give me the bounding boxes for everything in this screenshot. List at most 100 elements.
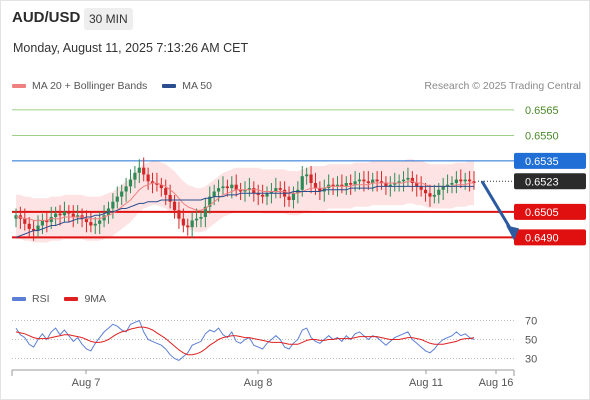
candle-body: [32, 228, 36, 231]
candle-body: [401, 179, 406, 182]
rsi-label: RSI: [32, 293, 50, 305]
candle-body: [115, 196, 119, 202]
candle-body: [344, 183, 348, 187]
candle-body: [269, 191, 274, 194]
candle-body: [23, 218, 27, 224]
rsi-legend: RSI 9MA: [12, 293, 118, 305]
candle-body: [58, 213, 62, 216]
candle-body: [177, 210, 181, 219]
candle-body: [49, 217, 53, 223]
candle-body: [27, 223, 31, 229]
candle-body: [397, 181, 401, 183]
candle-body: [45, 220, 49, 223]
candle-body: [67, 211, 71, 214]
candle-body: [340, 184, 344, 187]
candle-body: [111, 201, 115, 209]
candle-body: [379, 181, 384, 183]
candle-body: [84, 218, 89, 223]
candle-body: [256, 193, 260, 195]
candle-body: [137, 167, 141, 173]
candle-body: [454, 179, 458, 183]
candle-body: [388, 184, 392, 187]
candle-body: [62, 211, 67, 216]
legend-rsi: RSI: [12, 293, 50, 305]
rsi-ma-swatch: [64, 297, 79, 302]
candle-body: [445, 184, 450, 187]
level-label-0.6505: 0.6505: [525, 207, 559, 219]
candle-body: [437, 189, 441, 195]
rsi-tick-30: 30: [525, 354, 537, 366]
candle-body: [168, 194, 172, 202]
candle-body: [238, 189, 243, 192]
candle-body: [247, 188, 252, 190]
legend-ma50: MA 50: [162, 80, 212, 92]
candle-body: [406, 177, 410, 180]
credit-text: Research © 2025 Trading Central: [424, 80, 581, 92]
candle-body: [309, 174, 313, 183]
candle-body: [36, 225, 40, 231]
level-box-0.6535: [514, 152, 586, 169]
candle-body: [300, 176, 304, 190]
level-label-0.6535: 0.6535: [525, 156, 559, 168]
candle-body: [128, 179, 133, 187]
level-label-0.6490: 0.6490: [525, 232, 559, 244]
level-label-0.6550: 0.6550: [525, 130, 559, 142]
candle-body: [278, 188, 282, 190]
ma50-line: [15, 185, 474, 238]
last-price-box: [514, 173, 586, 190]
candle-body: [124, 186, 128, 192]
ma50-label: MA 50: [182, 80, 212, 92]
x-tick-label: Aug 8: [244, 377, 273, 389]
level-box-0.6505: [514, 203, 586, 220]
candle-body: [164, 188, 168, 195]
candle-body: [261, 194, 265, 197]
timeframe-badge[interactable]: 30 MIN: [84, 8, 133, 30]
candle-body: [375, 179, 379, 182]
candle-body: [423, 189, 428, 194]
candle-body: [98, 220, 102, 224]
candle-body: [120, 191, 124, 197]
rsi-tick-50: 50: [525, 335, 537, 347]
candle-body: [186, 225, 190, 228]
candle-body: [71, 213, 75, 217]
x-tick-label: Aug 11: [409, 377, 443, 389]
legend-ma20: MA 20 + Bollinger Bands: [12, 80, 147, 92]
x-tick-label: Aug 16: [479, 377, 514, 389]
rsi-line: [15, 319, 475, 361]
price-legend: MA 20 + Bollinger Bands MA 50: [12, 80, 224, 92]
candle-body: [216, 188, 221, 192]
ma20-line: [16, 180, 474, 221]
candle-body: [76, 215, 80, 217]
candle-body: [133, 172, 137, 180]
candle-body: [305, 174, 309, 177]
ma20-label: MA 20 + Bollinger Bands: [32, 80, 148, 92]
level-label-0.6565: 0.6565: [525, 105, 559, 117]
candle-body: [432, 194, 436, 197]
candle-body: [335, 184, 340, 187]
candle-body: [155, 183, 159, 185]
candle-body: [208, 196, 212, 207]
candle-body: [428, 193, 432, 197]
candle-body: [172, 201, 177, 211]
candle-body: [331, 184, 335, 187]
candle-body: [40, 220, 45, 226]
candle-body: [472, 181, 476, 183]
x-tick-label: Aug 7: [72, 377, 101, 389]
candle-body: [243, 189, 247, 192]
level-box-0.6490: [514, 229, 586, 246]
candle-body: [190, 220, 194, 228]
candle-body: [150, 181, 155, 183]
candle-body: [313, 183, 318, 189]
candle-body: [102, 215, 106, 221]
ma20-swatch: [12, 84, 26, 89]
candle-body: [199, 217, 203, 219]
candle-body: [371, 179, 375, 183]
candle-body: [467, 179, 472, 182]
candle-body: [291, 193, 296, 200]
candle-body: [463, 179, 467, 182]
rsi-ma-label: 9MA: [84, 293, 107, 305]
candle-body: [353, 181, 357, 185]
last-price-label: 0.6523: [525, 176, 559, 188]
candle-body: [252, 188, 256, 194]
